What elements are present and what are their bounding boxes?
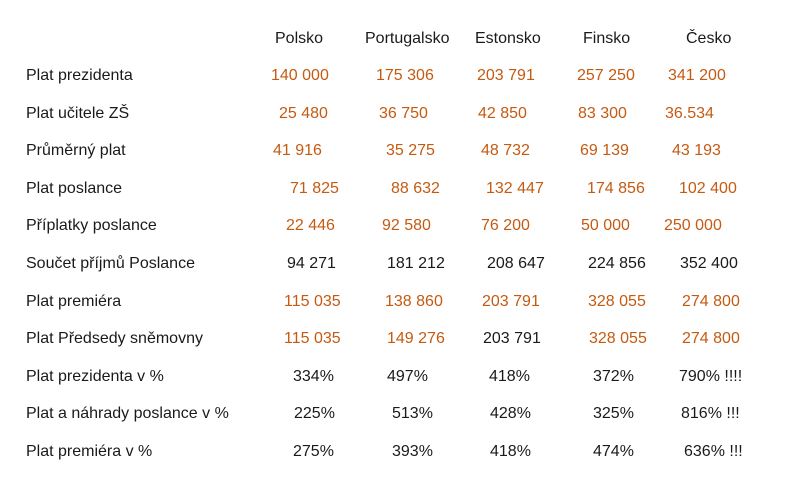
table-cell: 94 271 [287, 255, 336, 272]
table-cell: 69 139 [580, 142, 629, 159]
column-header-portugalsko: Portugalsko [365, 30, 450, 47]
table-cell: 341 200 [668, 67, 726, 84]
table-cell: 790% !!!! [679, 368, 743, 385]
row-label: Plat Předsedy sněmovny [26, 330, 203, 347]
table-cell: 224 856 [588, 255, 646, 272]
table-cell: 76 200 [481, 217, 530, 234]
row-label: Příplatky poslance [26, 217, 157, 234]
table-cell: 132 447 [486, 180, 544, 197]
table-cell: 474% [593, 443, 634, 460]
table-cell: 328 055 [588, 293, 646, 310]
table-cell: 325% [593, 405, 634, 422]
table-cell: 140 000 [271, 67, 329, 84]
table-cell: 274 800 [682, 293, 740, 310]
table-cell: 275% [293, 443, 334, 460]
row-label: Plat premiéra v % [26, 443, 153, 460]
column-header-finsko: Finsko [583, 30, 631, 47]
table-cell: 115 035 [284, 330, 341, 347]
table-cell: 92 580 [382, 217, 431, 234]
table-cell: 225% [294, 405, 335, 422]
row-label: Plat učitele ZŠ [26, 105, 130, 122]
table-cell: 428% [490, 405, 531, 422]
row-label: Plat poslance [26, 180, 123, 197]
table-cell: 35 275 [386, 142, 435, 159]
row-label: Součet příjmů Poslance [26, 255, 195, 272]
table-cell: 50 000 [581, 217, 630, 234]
table-cell: 372% [593, 368, 634, 385]
column-header-cesko: Česko [686, 30, 732, 47]
table-cell: 497% [387, 368, 428, 385]
table-cell: 250 000 [664, 217, 722, 234]
row-label: Plat a náhrady poslance v % [26, 405, 229, 422]
table-cell: 334% [293, 368, 334, 385]
table-cell: 203 791 [483, 330, 541, 347]
table-cell: 83 300 [578, 105, 627, 122]
table-cell: 513% [392, 405, 433, 422]
column-header-estonsko: Estonsko [475, 30, 541, 47]
row-label: Plat prezidenta v % [26, 368, 164, 385]
table-cell: 393% [392, 443, 433, 460]
table-cell: 138 860 [385, 293, 443, 310]
table-cell: 181 212 [387, 255, 445, 272]
row-label: Průměrný plat [26, 142, 126, 159]
table-cell: 25 480 [279, 105, 328, 122]
table-cell: 41 916 [273, 142, 322, 159]
table-cell: 328 055 [589, 330, 647, 347]
table-cell: 203 791 [482, 293, 540, 310]
table-cell: 36.534 [665, 105, 714, 122]
table-cell: 257 250 [577, 67, 635, 84]
table-cell: 352 400 [680, 255, 738, 272]
table-cell: 418% [490, 443, 531, 460]
table-cell: 115 035 [284, 293, 341, 310]
table-cell: 208 647 [487, 255, 545, 272]
table-cell: 175 306 [376, 67, 434, 84]
table-cell: 88 632 [391, 180, 440, 197]
table-cell: 816% !!! [681, 405, 740, 422]
table-cell: 418% [489, 368, 530, 385]
table-cell: 42 850 [478, 105, 527, 122]
table-cell: 43 193 [672, 142, 721, 159]
table-cell: 36 750 [379, 105, 428, 122]
table-cell: 48 732 [481, 142, 530, 159]
column-header-polsko: Polsko [275, 30, 324, 47]
table-cell: 149 276 [387, 330, 445, 347]
table-cell: 71 825 [290, 180, 339, 197]
table-cell: 274 800 [682, 330, 740, 347]
row-label: Plat prezidenta [26, 67, 133, 84]
row-label: Plat premiéra [26, 293, 122, 310]
table-cell: 174 856 [587, 180, 645, 197]
table-cell: 102 400 [679, 180, 737, 197]
table-cell: 636% !!! [684, 443, 743, 460]
table-cell: 203 791 [477, 67, 535, 84]
table-cell: 22 446 [286, 217, 335, 234]
